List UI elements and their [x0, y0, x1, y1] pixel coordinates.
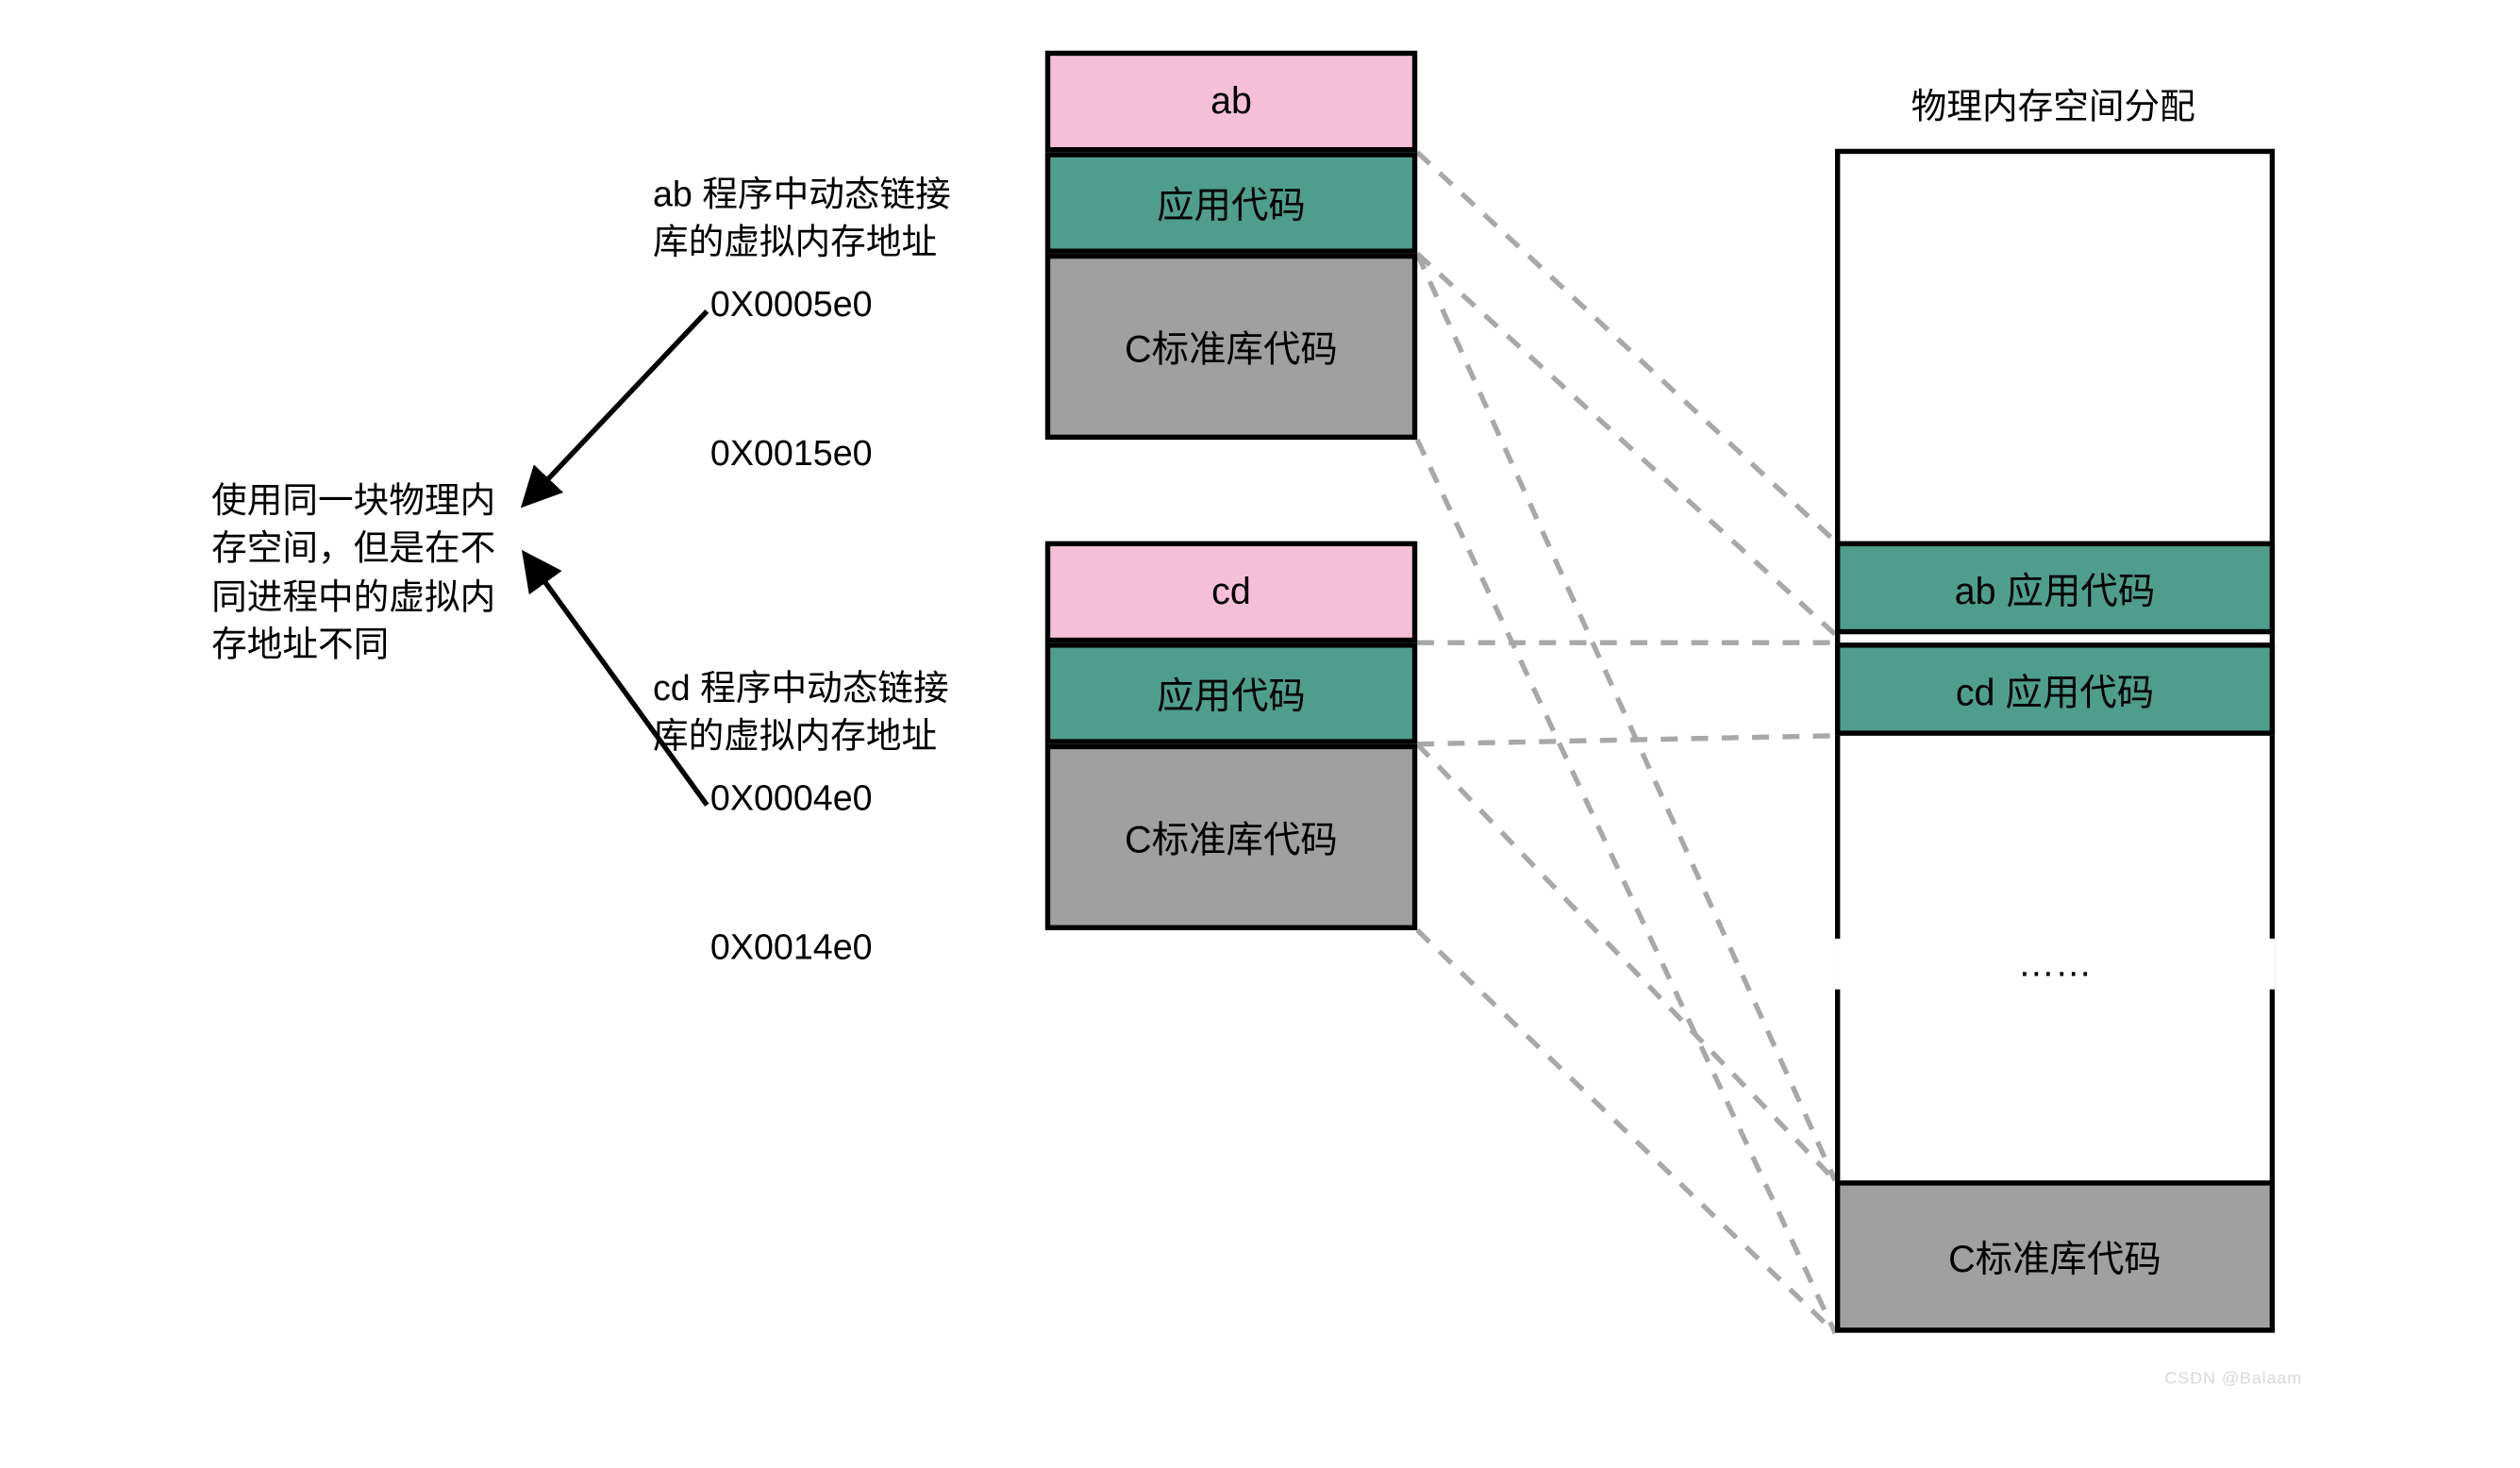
- ab-header-cell: ab: [1045, 51, 1417, 153]
- dash-line-0: [1417, 254, 1835, 1180]
- physical-cd_app-cell: cd 应用代码: [1835, 642, 2275, 736]
- dash-line-5: [1417, 254, 1835, 634]
- cd-app-cell: 应用代码: [1045, 642, 1417, 744]
- ab-addr-bottom: 0X0015e0: [710, 431, 873, 479]
- dash-line-4: [1417, 152, 1835, 541]
- cd-clib-cell: C标准库代码: [1045, 744, 1417, 930]
- dash-line-1: [1417, 440, 1835, 1333]
- physical-clib-cell: C标准库代码: [1835, 1180, 2275, 1332]
- ab-addr-top: 0X0005e0: [710, 282, 873, 330]
- description-text: 使用同一块物理内 存空间，但是在不 同进程中的虚拟内 存地址不同: [211, 478, 533, 670]
- dash-line-2: [1417, 744, 1835, 1180]
- ab-app-cell: 应用代码: [1045, 152, 1417, 254]
- dash-line-3: [1417, 930, 1835, 1333]
- physical-title: 物理内存空间分配: [1911, 85, 2195, 133]
- ab-caption: ab 程序中动态链接 库的虚拟内存地址: [653, 173, 992, 269]
- cd-header-cell: cd: [1045, 542, 1417, 643]
- physical-frame: [1835, 149, 2275, 1333]
- diagram-canvas: 使用同一块物理内 存空间，但是在不 同进程中的虚拟内 存地址不同 ab 程序中动态…: [0, 0, 2520, 1468]
- ab-clib-cell: C标准库代码: [1045, 254, 1417, 440]
- physical-ab_app-cell: ab 应用代码: [1835, 542, 2275, 635]
- physical-dots-cell: ……: [1835, 939, 2275, 990]
- watermark: CSDN @Balaam: [2165, 1370, 2303, 1389]
- cd-addr-bottom: 0X0014e0: [710, 926, 873, 974]
- arrow-0: [527, 311, 707, 501]
- dash-line-7: [1417, 736, 1835, 744]
- cd-addr-top: 0X0004e0: [710, 776, 873, 825]
- cd-caption: cd 程序中动态链接 库的虚拟内存地址: [653, 666, 992, 762]
